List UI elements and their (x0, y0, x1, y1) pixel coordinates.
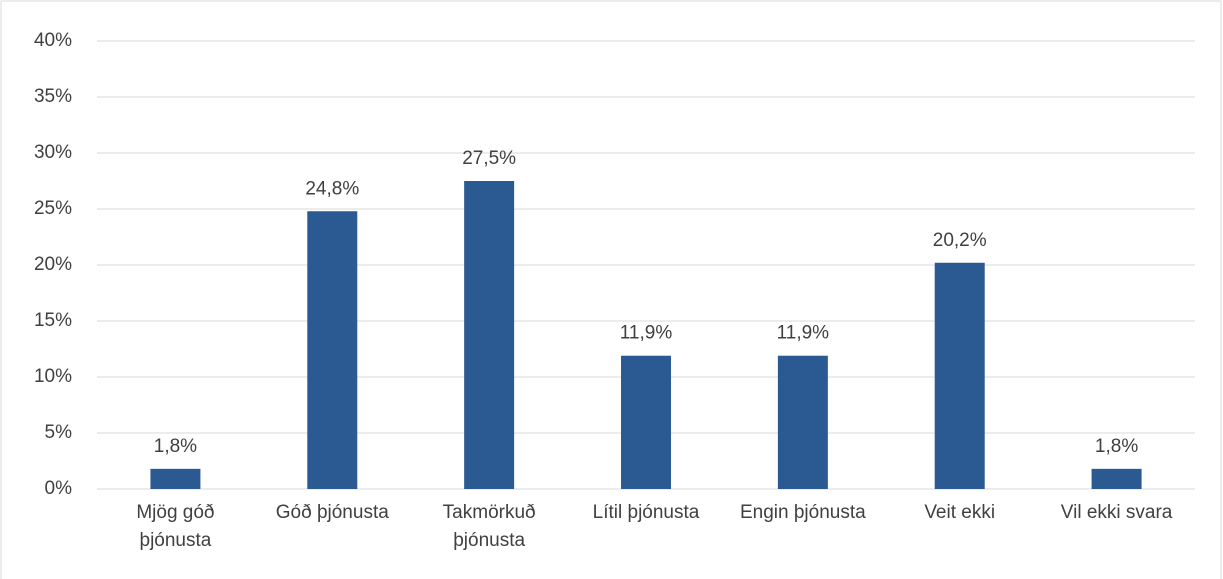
y-tick-label: 30% (34, 142, 72, 163)
y-tick-label: 20% (34, 254, 72, 275)
data-label: 1,8% (1095, 436, 1138, 457)
x-tick-label: Lítil þjónusta (592, 502, 700, 523)
data-label: 27,5% (462, 148, 516, 169)
x-tick-label: Vil ekki svara (1060, 502, 1173, 523)
data-label: 20,2% (933, 230, 987, 251)
data-label: 24,8% (305, 178, 359, 199)
x-tick-label: Engin þjónusta (739, 502, 866, 523)
y-tick-label: 0% (45, 478, 73, 499)
bar (150, 468, 201, 489)
bar (777, 355, 828, 489)
bar (1091, 468, 1142, 489)
bar (621, 355, 671, 489)
data-label: 1,8% (154, 436, 197, 457)
y-tick-label: 5% (45, 422, 73, 443)
y-tick-label: 15% (34, 310, 72, 331)
x-tick-label: Góð þjónusta (275, 502, 389, 523)
bar (934, 262, 985, 489)
y-tick-label: 25% (34, 198, 72, 219)
x-tick-label: Mjög góð þjónusta (136, 502, 215, 551)
bar (464, 181, 515, 489)
y-tick-label: 10% (34, 366, 72, 387)
data-label: 11,9% (777, 323, 830, 344)
data-label: 11,9% (620, 323, 673, 344)
y-tick-label: 40% (34, 30, 72, 51)
bar (307, 211, 358, 490)
x-tick-label: Takmörkuð þjónusta (442, 502, 536, 551)
y-tick-label: 35% (34, 86, 72, 107)
x-tick-label: Veit ekki (924, 502, 996, 523)
